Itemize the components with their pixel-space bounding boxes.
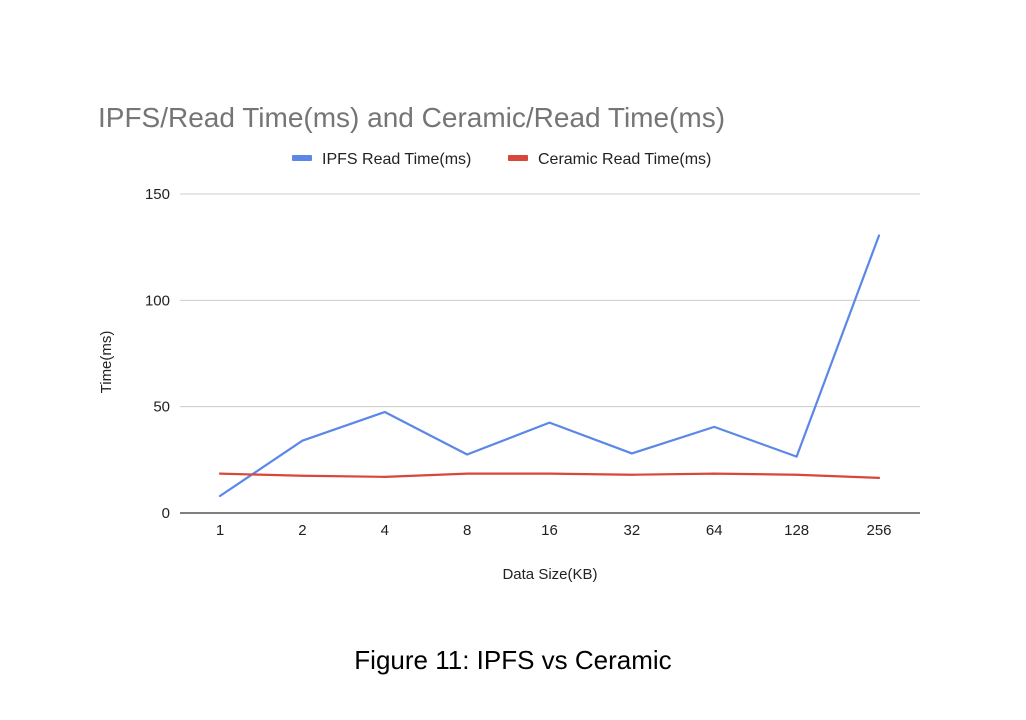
y-tick-label: 50 (153, 399, 170, 416)
x-tick-label: 2 (298, 522, 306, 539)
legend-label: IPFS Read Time(ms) (322, 151, 471, 168)
x-tick-label: 128 (784, 522, 809, 539)
y-tick-label: 150 (145, 186, 170, 203)
x-tick-label: 8 (463, 522, 471, 539)
y-tick-label: 0 (162, 505, 170, 522)
series-line-ipfs (218, 234, 881, 498)
legend-swatch (508, 155, 528, 161)
series-line-ceramic (218, 472, 881, 480)
x-tick-label: 256 (866, 522, 891, 539)
gridlines (180, 193, 920, 514)
figure-caption: Figure 11: IPFS vs Ceramic (354, 645, 672, 675)
chart-title: IPFS/Read Time(ms) and Ceramic/Read Time… (98, 102, 725, 133)
line-chart: IPFS/Read Time(ms) and Ceramic/Read Time… (98, 102, 920, 583)
series-lines (218, 234, 881, 498)
y-axis-ticks: 0 50 100 150 (145, 186, 170, 522)
y-axis-title: Time(ms) (98, 331, 115, 394)
y-tick-label: 100 (145, 292, 170, 309)
x-axis-title: Data Size(KB) (502, 566, 597, 583)
x-tick-label: 64 (706, 522, 723, 539)
legend: IPFS Read Time(ms) Ceramic Read Time(ms) (292, 151, 711, 168)
x-tick-label: 1 (216, 522, 224, 539)
x-axis-ticks: 1 2 4 8 16 32 64 128 256 (216, 522, 892, 539)
legend-label: Ceramic Read Time(ms) (538, 151, 711, 168)
x-tick-label: 32 (624, 522, 641, 539)
x-tick-label: 4 (381, 522, 389, 539)
legend-swatch (292, 155, 312, 161)
x-tick-label: 16 (541, 522, 558, 539)
